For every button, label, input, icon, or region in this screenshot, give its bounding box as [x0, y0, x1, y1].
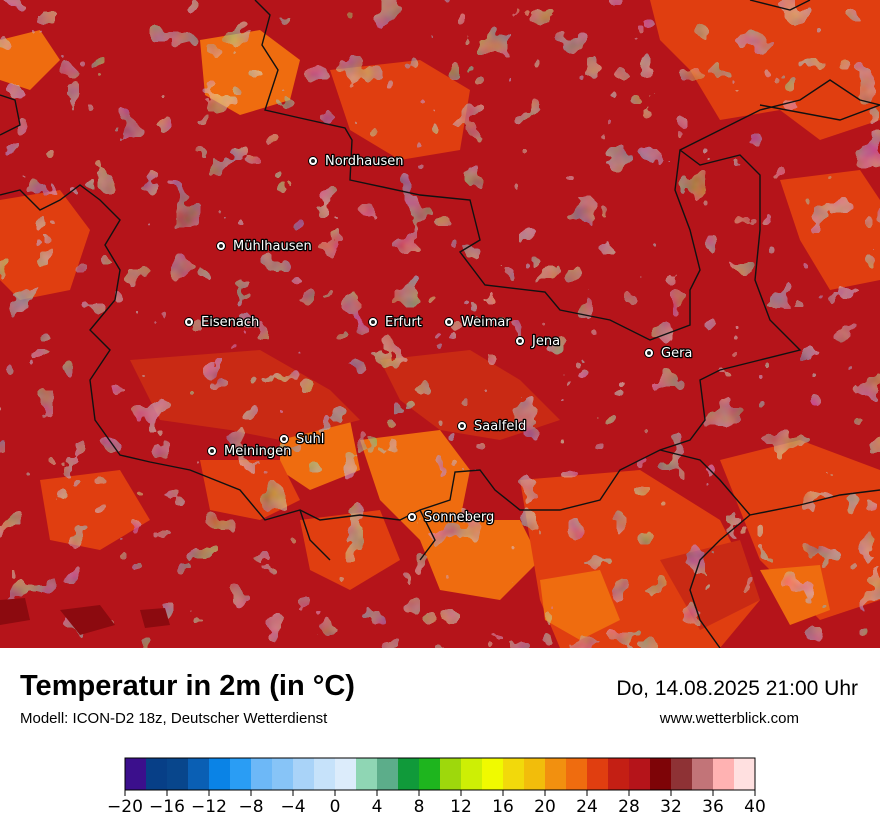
legend-color-cell	[440, 758, 462, 790]
legend-color-cell	[692, 758, 714, 790]
legend-color-cell	[524, 758, 546, 790]
legend-color-cell	[461, 758, 483, 790]
city-label: Weimar	[461, 315, 511, 330]
city-label: Gera	[661, 346, 692, 361]
legend-color-cell	[125, 758, 147, 790]
map-canvas: Nordhausen Mühlhausen Eisenach Erfurt Weimar…	[0, 0, 880, 648]
legend-tick-label: 40	[744, 797, 766, 817]
legend-color-cell	[608, 758, 630, 790]
legend-color-cells	[125, 758, 756, 790]
legend-color-cell	[146, 758, 168, 790]
city-marker: Erfurt	[368, 314, 423, 331]
legend-color-cell	[566, 758, 588, 790]
city-marker: Nordhausen	[308, 153, 405, 170]
legend-tick-label: 28	[618, 797, 640, 817]
source-url: www.wetterblick.com	[659, 710, 799, 727]
city-marker: Saalfeld	[457, 418, 528, 435]
temperature-legend: −20 −16 −12 −8 −4 0 4 8 12 16 20 24 28 32 36 40	[0, 748, 880, 830]
legend-tick-label: 8	[414, 797, 425, 817]
temperature-map: Nordhausen Mühlhausen Eisenach Erfurt Weimar…	[0, 0, 880, 648]
legend-color-cell	[545, 758, 567, 790]
city-marker: Suhl	[279, 431, 326, 448]
city-dot-center	[518, 339, 522, 343]
legend-color-cell	[503, 758, 525, 790]
map-title: Temperatur in 2m (in °C)	[20, 670, 355, 702]
city-dot-center	[210, 449, 214, 453]
legend-color-cell	[377, 758, 399, 790]
city-label: Sonneberg	[424, 510, 494, 525]
legend-tick-label: 12	[450, 797, 472, 817]
legend-color-cell	[209, 758, 231, 790]
city-label: Suhl	[296, 432, 324, 447]
legend-tick-label: −4	[280, 797, 305, 817]
city-dot-center	[460, 424, 464, 428]
legend-color-cell	[356, 758, 378, 790]
city-dot-center	[447, 320, 451, 324]
city-markers: Nordhausen Mühlhausen Eisenach Erfurt Weimar…	[184, 153, 694, 526]
legend-color-cell	[398, 758, 420, 790]
legend-color-cell	[230, 758, 252, 790]
legend-tick-label: −20	[107, 797, 143, 817]
legend-tick-label: 0	[330, 797, 341, 817]
legend-tick-label: −12	[191, 797, 227, 817]
city-dot-center	[371, 320, 375, 324]
legend-tick-label: 32	[660, 797, 682, 817]
dark-patches	[0, 598, 170, 635]
city-dot-center	[282, 437, 286, 441]
legend-ticks: −20 −16 −12 −8 −4 0 4 8 12 16 20 24 28 32 36 40	[107, 790, 766, 817]
legend-color-cell	[671, 758, 693, 790]
legend-canvas: −20 −16 −12 −8 −4 0 4 8 12 16 20 24 28 32 36 40	[107, 757, 766, 817]
legend-color-cell	[335, 758, 357, 790]
city-label: Eisenach	[201, 315, 259, 330]
city-label: Mühlhausen	[233, 239, 312, 254]
legend-color-cell	[272, 758, 294, 790]
city-dot-center	[219, 244, 223, 248]
city-dot-center	[187, 320, 191, 324]
legend-tick-label: 20	[534, 797, 556, 817]
city-label: Jena	[531, 334, 560, 349]
city-marker: Eisenach	[184, 314, 261, 331]
legend-tick-label: −8	[238, 797, 263, 817]
city-label: Saalfeld	[474, 419, 526, 434]
legend-tick-label: 4	[372, 797, 383, 817]
legend-color-cell	[713, 758, 735, 790]
model-info: Modell: ICON-D2 18z, Deutscher Wetterdie…	[20, 710, 328, 727]
city-label: Erfurt	[385, 315, 422, 330]
valid-datetime: Do, 14.08.2025 21:00 Uhr	[616, 677, 858, 700]
mottle-texture	[0, 0, 880, 648]
legend-color-cell	[293, 758, 315, 790]
city-marker: Sonneberg	[407, 509, 496, 526]
legend-tick-label: −16	[149, 797, 185, 817]
city-marker: Gera	[644, 345, 694, 362]
legend-color-cell	[251, 758, 273, 790]
city-dot-center	[647, 351, 651, 355]
city-label: Meiningen	[224, 444, 291, 459]
legend-color-cell	[167, 758, 189, 790]
legend-color-cell	[188, 758, 210, 790]
legend-color-cell	[314, 758, 336, 790]
legend-tick-label: 16	[492, 797, 514, 817]
legend-tick-label: 36	[702, 797, 724, 817]
city-dot-center	[311, 159, 315, 163]
legend-color-cell	[629, 758, 651, 790]
legend-color-cell	[587, 758, 609, 790]
city-label: Nordhausen	[325, 154, 404, 169]
city-marker: Meiningen	[207, 443, 293, 460]
legend-color-cell	[419, 758, 441, 790]
legend-tick-label: 24	[576, 797, 598, 817]
legend-color-cell	[650, 758, 672, 790]
legend-color-cell	[482, 758, 504, 790]
legend-color-cell	[734, 758, 756, 790]
legend-frame	[124, 757, 756, 791]
city-marker: Mühlhausen	[216, 238, 313, 255]
city-marker: Jena	[515, 333, 561, 350]
city-marker: Weimar	[444, 314, 513, 331]
city-dot-center	[410, 515, 414, 519]
